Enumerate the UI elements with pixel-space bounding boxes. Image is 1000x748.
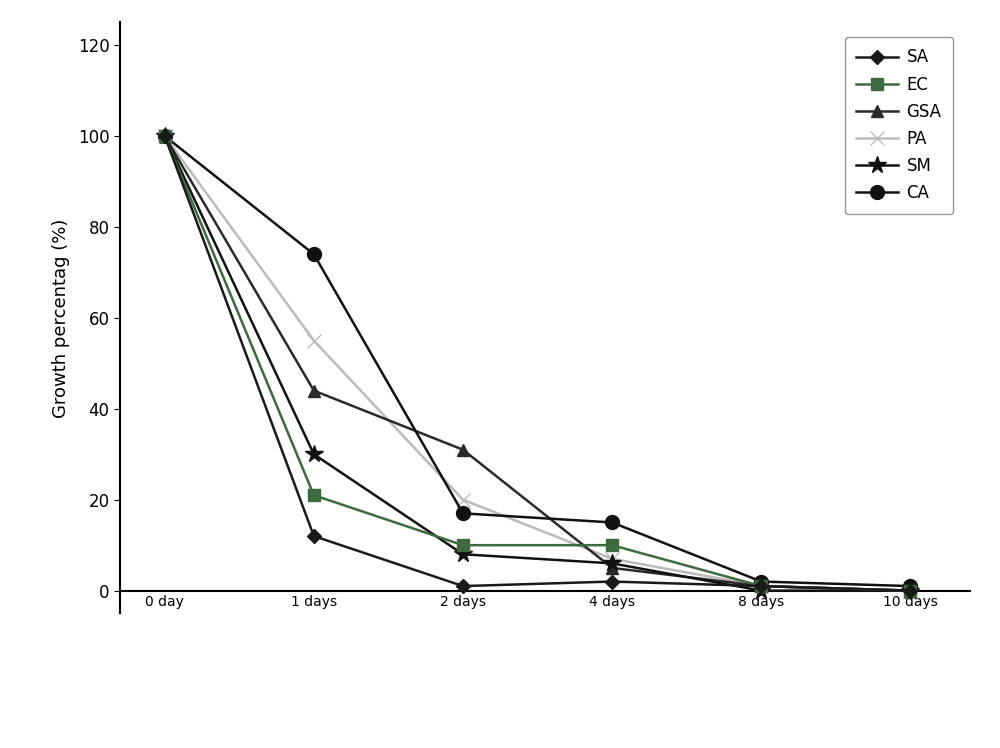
SM (606, 559, 618, 568)
PA (457, 495, 469, 504)
SA (755, 582, 767, 591)
Line: PA: PA (158, 129, 917, 598)
PA (755, 582, 767, 591)
SA (308, 532, 320, 541)
EC (457, 541, 469, 550)
SM (755, 586, 767, 595)
EC (755, 582, 767, 591)
PA (308, 336, 320, 345)
CA (159, 132, 171, 141)
SM (457, 550, 469, 559)
GSA (159, 132, 171, 141)
CA (308, 250, 320, 259)
GSA (904, 586, 916, 595)
SA (159, 132, 171, 141)
CA (606, 518, 618, 527)
Line: EC: EC (158, 130, 917, 597)
EC (159, 132, 171, 141)
SA (457, 582, 469, 591)
GSA (606, 563, 618, 572)
PA (904, 586, 916, 595)
CA (904, 582, 916, 591)
GSA (755, 582, 767, 591)
CA (755, 577, 767, 586)
Line: SA: SA (160, 131, 915, 595)
Y-axis label: Growth percentag (%): Growth percentag (%) (52, 218, 70, 417)
EC (904, 586, 916, 595)
SM (308, 450, 320, 459)
EC (308, 491, 320, 500)
PA (606, 554, 618, 563)
EC (606, 541, 618, 550)
Line: SM: SM (156, 127, 919, 600)
SM (904, 586, 916, 595)
PA (159, 132, 171, 141)
Legend: SA, EC, GSA, PA, SM, CA: SA, EC, GSA, PA, SM, CA (845, 37, 953, 214)
GSA (457, 445, 469, 454)
SM (159, 132, 171, 141)
CA (457, 509, 469, 518)
Line: CA: CA (158, 129, 917, 593)
SA (904, 586, 916, 595)
SA (606, 577, 618, 586)
GSA (308, 386, 320, 395)
Line: GSA: GSA (158, 130, 917, 597)
